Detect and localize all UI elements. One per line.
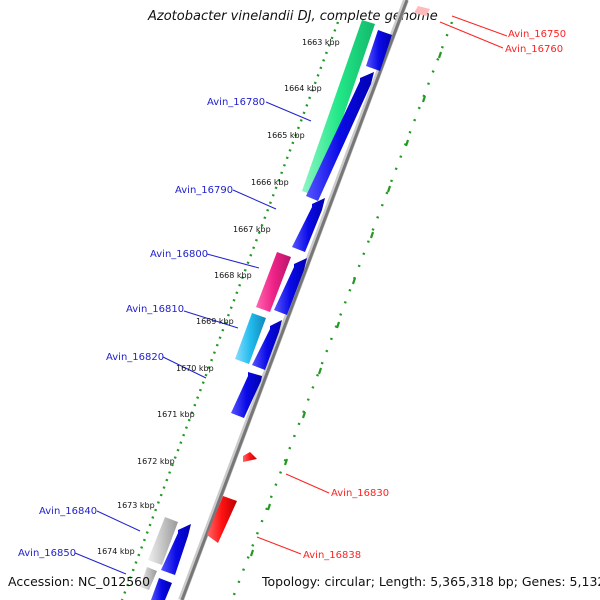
feature-magenta [256,252,291,312]
cds-forward-8 [151,578,172,600]
cds-forward-3 [292,198,325,252]
cds-forward-4 [274,258,307,315]
gene-label-avin-16760[interactable]: Avin_16760 [505,44,563,55]
tick-label-1663: 1663 kbp [302,38,340,47]
feature-grey [148,517,178,565]
gene-label-avin-16790[interactable]: Avin_16790 [175,185,233,196]
tick-label-1669: 1669 kbp [196,317,234,326]
cds-reverse-top [414,6,430,16]
accession-text: Accession: NC_012560 [8,574,151,589]
tick-label-1671: 1671 kbp [157,410,195,419]
cds-forward-2 [306,72,374,201]
map-title: Azotobacter vinelandii DJ, complete geno… [148,9,438,24]
gene-label-avin-16830[interactable]: Avin_16830 [331,488,389,499]
tick-label-1670: 1670 kbp [176,364,214,373]
tick-label-1664: 1664 kbp [284,84,322,93]
feature-cyan [235,313,266,364]
genome-backbone-shadow [180,0,409,600]
outer-ring-major-ticks [249,51,443,557]
cds-reverse-2 [207,496,237,543]
gene-leader-lines [74,15,508,575]
gene-label-avin-16840[interactable]: Avin_16840 [39,506,97,517]
tick-label-1666: 1666 kbp [251,178,289,187]
tick-label-1672: 1672 kbp [137,457,175,466]
cds-forward-5 [252,320,282,370]
cds-forward-1 [366,30,392,71]
topology-text: Topology: circular; Length: 5,365,318 bp… [262,574,600,589]
gene-label-avin-16850[interactable]: Avin_16850 [18,548,76,559]
gene-label-avin-16800[interactable]: Avin_16800 [150,249,208,260]
tick-label-1665: 1665 kbp [267,131,305,140]
gene-label-avin-16820[interactable]: Avin_16820 [106,352,164,363]
cds-forward-7 [161,524,191,575]
tick-label-1667: 1667 kbp [233,225,271,234]
tick-label-1674: 1674 kbp [97,547,135,556]
feature-green [302,20,375,196]
cds-forward-6 [231,372,262,418]
tick-label-1673: 1673 kbp [117,501,155,510]
tick-label-1668: 1668 kbp [214,271,252,280]
cds-reverse-1 [243,452,257,462]
gene-label-avin-16780[interactable]: Avin_16780 [207,97,265,108]
gene-label-avin-16750[interactable]: Avin_16750 [508,29,566,40]
gene-label-avin-16810[interactable]: Avin_16810 [126,304,184,315]
gene-label-avin-16838[interactable]: Avin_16838 [303,550,361,561]
feature-grey-2 [140,567,157,590]
